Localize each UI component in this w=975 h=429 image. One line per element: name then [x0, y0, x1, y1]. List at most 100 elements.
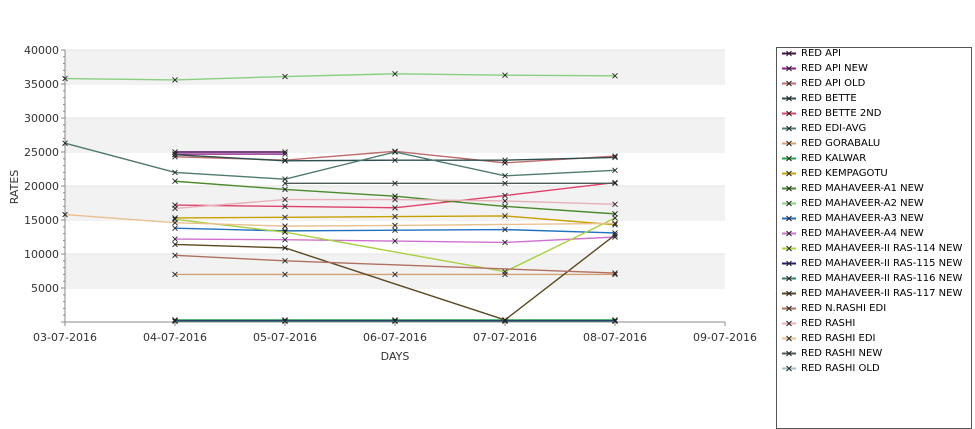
legend-label: RED MAHAVEER-II RAS-117 NEW	[801, 288, 963, 299]
data-point	[62, 140, 68, 146]
data-point	[392, 271, 398, 278]
data-point	[612, 230, 618, 236]
series-6	[172, 271, 618, 278]
data-point	[392, 204, 398, 211]
data-point	[502, 192, 508, 199]
legend-marker-icon	[781, 288, 797, 299]
legend-label: RED MAHAVEER-II RAS-115 NEW	[801, 258, 963, 269]
legend-item: RED RASHI EDI	[777, 333, 971, 344]
data-point	[502, 203, 508, 210]
legend-label: RED MAHAVEER-A2 NEW	[801, 198, 924, 209]
legend-label: RED EDI-AVG	[801, 123, 867, 134]
data-point	[502, 239, 508, 246]
series-line	[174, 217, 616, 273]
series-line	[64, 142, 616, 180]
y-tick-label: 5000	[31, 282, 59, 295]
series-20	[282, 180, 618, 187]
y-axis-label: RATES	[8, 170, 21, 205]
data-point	[282, 229, 288, 236]
data-point	[392, 196, 398, 203]
data-point	[172, 318, 178, 325]
legend-marker-icon	[781, 258, 797, 269]
data-point	[282, 203, 288, 210]
legend-marker-icon	[781, 348, 797, 359]
series-18	[172, 196, 618, 212]
data-point	[612, 234, 618, 240]
data-point	[612, 220, 618, 227]
series-line	[64, 73, 616, 81]
x-tick-label: 05-07-2016	[253, 331, 317, 344]
x-tick-label: 09-07-2016	[693, 331, 757, 344]
legend-item: RED API NEW	[777, 63, 971, 74]
data-point	[612, 73, 618, 79]
legend-item: RED BETTE 2ND	[777, 108, 971, 119]
data-point	[612, 270, 618, 276]
data-point	[392, 238, 398, 244]
series-17	[172, 252, 618, 276]
series-8	[172, 213, 618, 228]
data-point	[502, 157, 508, 163]
legend-marker-icon	[781, 318, 797, 329]
legend-marker-icon	[781, 333, 797, 344]
series-16	[172, 232, 618, 323]
grid-band	[65, 118, 725, 152]
data-point	[392, 149, 398, 155]
y-tick-label: 35000	[24, 78, 59, 91]
data-point	[172, 236, 178, 242]
x-tick-label: 07-07-2016	[473, 331, 537, 344]
data-point	[502, 198, 508, 204]
legend-item: RED N.RASHI EDI	[777, 303, 971, 314]
x-tick-label: 04-07-2016	[143, 331, 207, 344]
data-point	[282, 158, 288, 164]
data-point	[282, 196, 288, 203]
legend-label: RED RASHI OLD	[801, 363, 880, 374]
data-point	[172, 225, 178, 231]
data-point	[612, 211, 618, 217]
legend-marker-icon	[781, 63, 797, 74]
grid-band	[65, 254, 725, 288]
data-point	[612, 215, 618, 221]
data-point	[392, 157, 398, 163]
data-point	[502, 172, 508, 179]
data-point	[502, 226, 508, 233]
data-point	[172, 178, 178, 185]
legend-item: RED RASHI NEW	[777, 348, 971, 359]
legend-label: RED KEMPAGOTU	[801, 168, 888, 179]
legend-marker-icon	[781, 303, 797, 314]
legend-item: RED GORABALU	[777, 138, 971, 149]
y-tick-label: 20000	[24, 180, 59, 193]
data-point	[282, 245, 288, 251]
legend-item: RED MAHAVEER-II RAS-116 NEW	[777, 273, 971, 284]
data-point	[172, 77, 178, 83]
y-tick-label: 25000	[24, 146, 59, 159]
y-tick-label: 10000	[24, 248, 59, 261]
y-tick-label: 30000	[24, 112, 59, 125]
series-11	[172, 225, 618, 236]
legend-item: RED MAHAVEER-A4 NEW	[777, 228, 971, 239]
legend-item: RED MAHAVEER-II RAS-117 NEW	[777, 288, 971, 299]
legend-label: RED RASHI	[801, 318, 856, 329]
series-12	[172, 234, 618, 246]
legend-label: RED API	[801, 48, 841, 59]
legend-item: RED BETTE	[777, 93, 971, 104]
legend-label: RED BETTE	[801, 93, 857, 104]
data-point	[62, 75, 68, 82]
legend-label: RED API NEW	[801, 63, 868, 74]
legend-marker-icon	[781, 168, 797, 179]
data-point	[612, 318, 618, 325]
legend-label: RED N.RASHI EDI	[801, 303, 887, 314]
legend-marker-icon	[781, 78, 797, 89]
legend-label: RED MAHAVEER-II RAS-114 NEW	[801, 243, 963, 254]
legend-marker-icon	[781, 213, 797, 224]
series-10	[62, 70, 618, 83]
data-point	[282, 236, 288, 243]
data-point	[392, 222, 398, 229]
data-point	[172, 169, 178, 176]
legend-label: RED API OLD	[801, 78, 866, 89]
data-point	[612, 167, 618, 174]
legend-label: RED MAHAVEER-A1 NEW	[801, 183, 924, 194]
legend-label: RED KALWAR	[801, 153, 867, 164]
data-point	[612, 180, 618, 187]
grid-band	[65, 50, 725, 84]
data-point	[392, 227, 398, 234]
